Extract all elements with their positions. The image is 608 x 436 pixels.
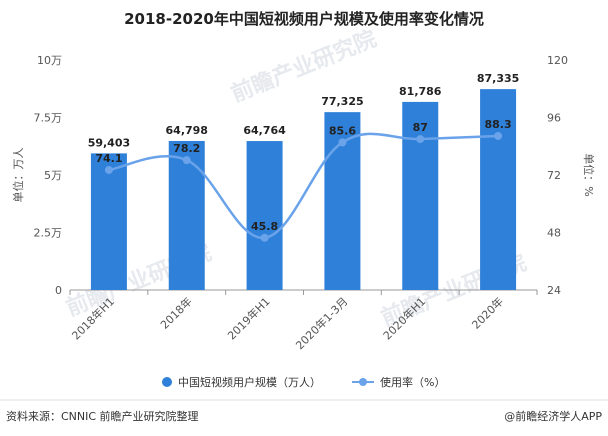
legend: 中国短视频用户规模（万人） 使用率（%） [162,375,445,389]
line-point [260,233,269,242]
y-left-tick-label: 7.5万 [34,112,63,125]
legend-bar-label: 中国短视频用户规模（万人） [178,375,321,389]
line-point [104,165,113,174]
bar [90,153,127,290]
bar [480,89,517,290]
y-right-tick-label: 24 [547,284,561,297]
bar [402,101,439,290]
chart-title: 2018-2020年中国短视频用户规模及使用率变化情况 [124,10,484,28]
legend-line-dot [359,378,367,386]
y-left-tick-label: 2.5万 [34,227,63,240]
line-value-label: 85.6 [329,124,356,137]
footer-source: 资料来源：CNNIC 前瞻产业研究院整理 [6,409,199,423]
bar-value-label: 81,786 [399,85,442,98]
x-tick-label: 2020年 [469,294,506,331]
line-value-label: 78.2 [173,142,200,155]
bar-value-label: 59,403 [88,136,130,149]
footer-brand: @前瞻经济学人APP [504,409,602,423]
y-right-tick-label: 96 [547,112,561,125]
bars: 59,403 64,798 64,764 77,325 81,786 87,335 [88,72,519,290]
bar [246,141,283,290]
y-left-tick-label: 5万 [44,169,62,182]
line-point [494,131,503,140]
watermark: 前瞻产业研究院 前瞻产业研究院 前瞻产业研究院 [63,26,531,332]
usage-rate-line-path [108,132,499,240]
y-left-tick-label: 0 [55,284,62,297]
usage-rate-line: 74.1 78.2 45.8 85.6 87 88.3 [95,118,512,242]
y-right-tick-label: 72 [547,169,561,182]
bar-value-label: 64,798 [166,124,208,137]
line-point [338,138,347,147]
x-tick-label: 2018年 [157,294,194,331]
line-value-label: 87 [413,121,428,134]
axes: 0 2.5万 5万 7.5万 10万 24 48 72 96 120 [34,54,569,297]
y-right-tick-label: 120 [547,54,568,67]
line-value-label: 88.3 [485,118,512,131]
y-right-tick-label: 48 [547,227,561,240]
bar-value-label: 77,325 [321,95,363,108]
legend-bar-marker [162,377,172,387]
line-value-label: 45.8 [251,220,278,233]
x-tick-label: 2020年1-3月 [293,294,351,352]
line-point [416,135,425,144]
bar-value-label: 64,764 [243,124,286,137]
legend-line-label: 使用率（%） [380,375,445,389]
y-left-tick-label: 10万 [37,54,62,67]
x-tick-label: 2019年H1 [224,294,272,342]
bar-value-label: 87,335 [477,72,519,85]
y-left-axis-label: 单位：万人 [11,148,25,203]
line-point [182,156,191,165]
bar [168,140,205,290]
line-value-label: 74.1 [95,152,122,165]
y-right-axis-label: 单位：% [582,153,596,196]
